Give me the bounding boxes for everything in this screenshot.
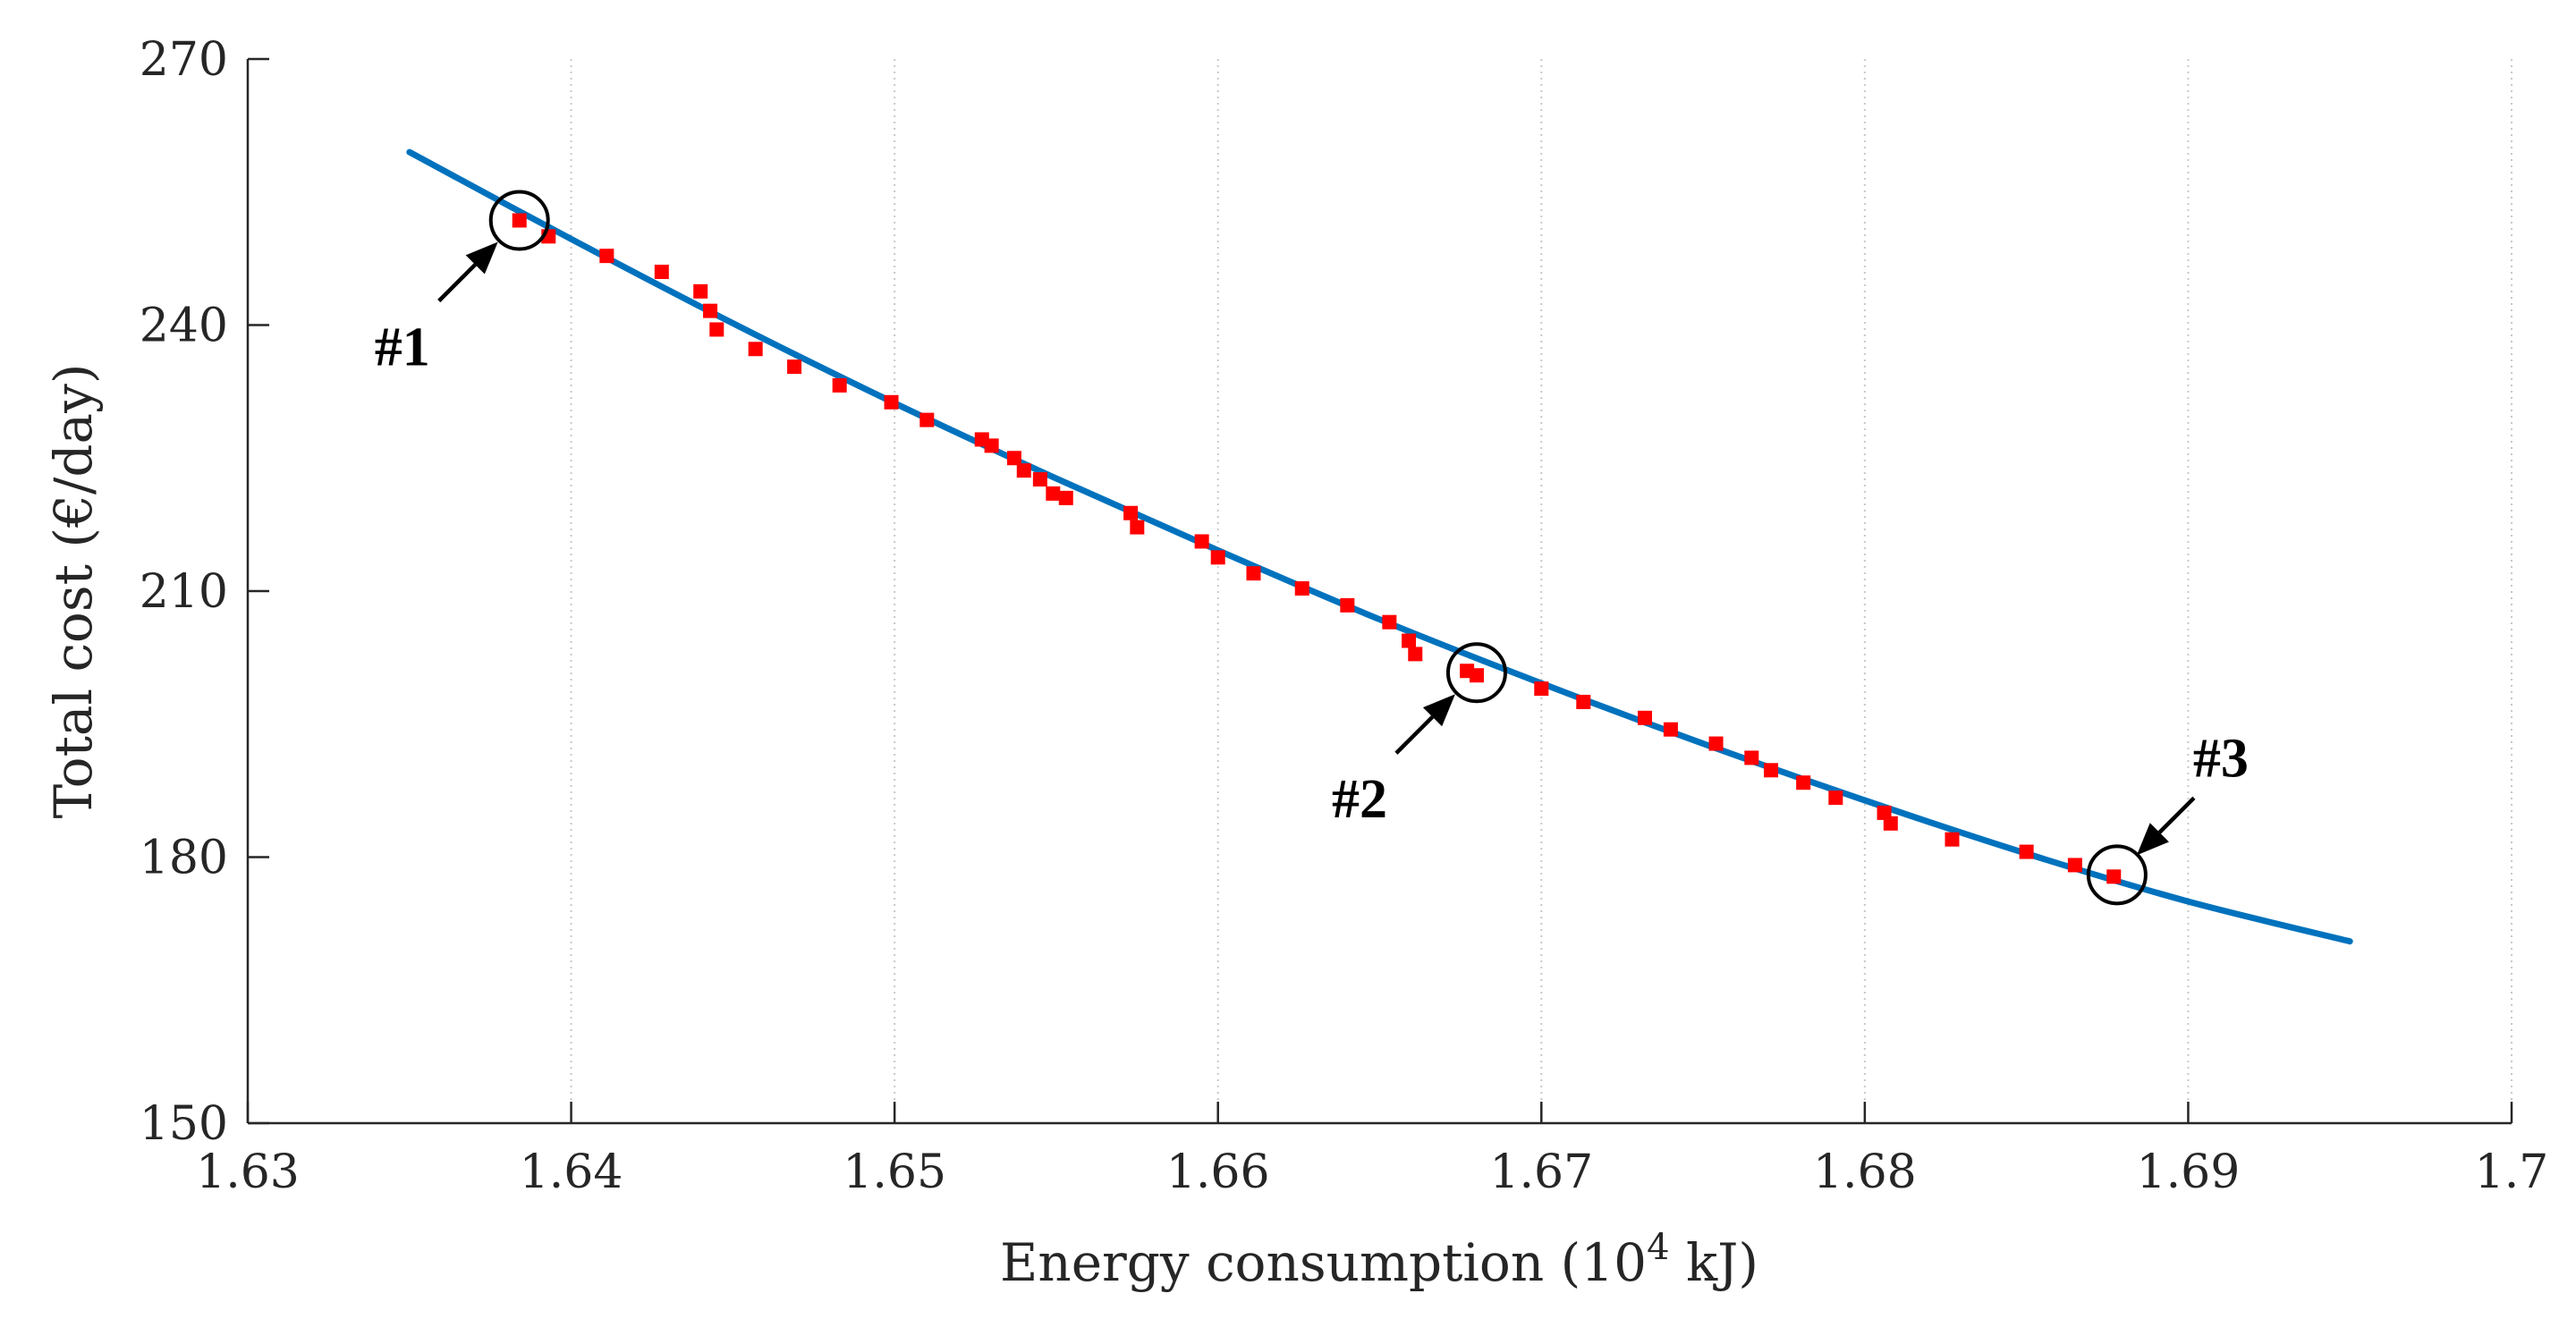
pareto-point — [1382, 614, 1397, 630]
pareto-point — [1402, 633, 1417, 648]
pareto-point — [1210, 550, 1225, 565]
pareto-point — [1764, 763, 1779, 778]
pareto-point — [1828, 791, 1843, 806]
pareto-point — [884, 394, 899, 410]
axes — [246, 59, 2512, 1125]
pareto-point — [919, 412, 935, 427]
pareto-point — [1945, 832, 1960, 847]
annotation-arrow-head — [1422, 694, 1455, 727]
annotation-arrow-shaft — [1394, 715, 1435, 755]
pareto-point — [1123, 505, 1139, 520]
annotation-label: #2 — [1332, 769, 1387, 830]
x-tick-label: 1.68 — [1813, 1146, 1917, 1199]
annotations: #1 #2 #3 — [375, 190, 2249, 906]
pareto-point — [832, 377, 847, 393]
pareto-point — [1708, 736, 1724, 751]
annotation-arrow-shaft — [437, 263, 477, 303]
pareto-point — [599, 249, 614, 264]
pareto-point — [1637, 710, 1652, 725]
pareto-point — [1058, 490, 1073, 505]
pareto-point — [1408, 647, 1423, 662]
pareto-point — [1032, 472, 1047, 487]
pareto-point — [1246, 566, 1261, 581]
pareto-point — [512, 213, 527, 228]
pareto-point — [2106, 869, 2122, 884]
annotation-arrow-head — [2136, 823, 2169, 856]
pareto-point — [1796, 775, 1811, 791]
x-tick-label: 1.65 — [843, 1146, 946, 1199]
annotation-label: #3 — [2193, 728, 2249, 789]
pareto-point — [1883, 816, 1898, 831]
series — [406, 148, 2353, 945]
y-axis-ticks: 150 180 210 240 270 — [140, 33, 269, 1151]
x-axis-label: Energy consumption (104 kJ) — [1000, 1227, 1758, 1293]
y-tick-label: 270 — [140, 33, 228, 87]
pareto-point — [1534, 681, 1549, 697]
pareto-point — [709, 322, 724, 337]
pareto-point — [1006, 451, 1021, 466]
pareto-point — [748, 342, 763, 357]
pareto-point — [703, 303, 718, 318]
y-tick-label: 150 — [140, 1097, 228, 1151]
pareto-point — [1016, 463, 1031, 478]
highlight-circle — [1445, 642, 1507, 704]
pareto-point — [984, 438, 999, 453]
annotation-label: #1 — [375, 317, 430, 377]
pareto-point — [1294, 581, 1309, 596]
pareto-point — [654, 265, 669, 279]
pareto-point — [1046, 486, 1061, 501]
highlight-circle — [2086, 844, 2148, 906]
pareto-point — [1469, 668, 1484, 683]
pareto-point — [693, 283, 708, 299]
x-tick-label: 1.69 — [2137, 1146, 2241, 1199]
highlight-circle — [488, 190, 550, 251]
y-axis-label: Total cost (€/day) — [43, 363, 104, 818]
pareto-point — [787, 359, 802, 375]
annotation-arrow-shaft — [2157, 796, 2196, 834]
pareto-point — [1130, 520, 1145, 535]
x-tick-label: 1.7 — [2475, 1146, 2549, 1199]
pareto-point — [1663, 722, 1678, 737]
x-tick-label: 1.63 — [196, 1146, 300, 1199]
x-tick-label: 1.64 — [520, 1146, 623, 1199]
pareto-point — [1194, 534, 1209, 549]
x-tick-label: 1.67 — [1489, 1146, 1593, 1199]
vertical-grid-lines — [570, 59, 2512, 1123]
y-tick-label: 210 — [140, 565, 228, 619]
x-axis-ticks: 1.63 1.64 1.65 1.66 1.67 1.68 1.69 1.7 — [196, 1102, 2548, 1199]
pareto-point — [1576, 694, 1591, 709]
annotation-arrow-head — [465, 241, 498, 275]
pareto-point — [1340, 597, 1355, 613]
pareto-point — [2019, 844, 2034, 859]
y-tick-label: 180 — [140, 832, 228, 885]
y-tick-label: 240 — [140, 300, 228, 353]
x-tick-label: 1.66 — [1166, 1146, 1270, 1199]
pareto-point — [2067, 858, 2082, 873]
pareto-point — [1744, 750, 1759, 765]
